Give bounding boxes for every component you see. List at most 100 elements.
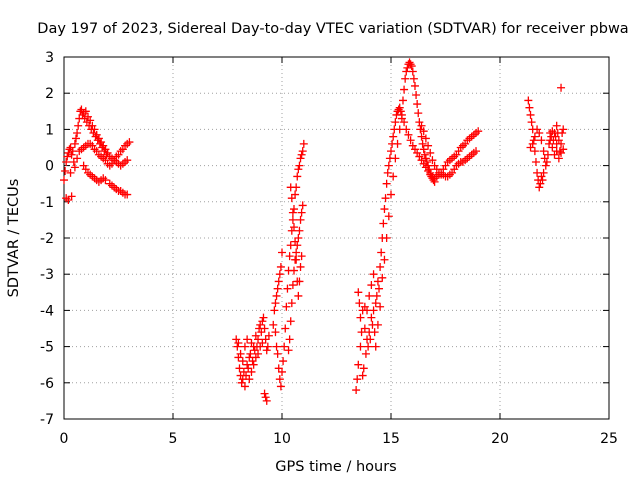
data-point (525, 103, 534, 112)
data-point (384, 212, 393, 221)
data-point (391, 118, 400, 127)
data-point (259, 313, 268, 322)
data-point (254, 335, 263, 344)
series-segment-4 (524, 83, 568, 192)
data-point (298, 147, 307, 156)
data-point (263, 342, 272, 351)
data-point (414, 109, 423, 118)
data-point (233, 342, 242, 351)
y-tick-label: -5 (40, 340, 54, 356)
data-point (378, 273, 387, 282)
x-tick-label: 0 (60, 431, 69, 447)
data-point (287, 299, 296, 308)
data-point (474, 127, 483, 136)
data-point (243, 335, 252, 344)
data-point (361, 349, 370, 358)
data-point (245, 375, 254, 384)
data-point (387, 190, 395, 199)
data-point (292, 255, 301, 264)
data-point (412, 91, 421, 100)
data-point (282, 302, 291, 311)
data-point (371, 342, 380, 351)
data-point (389, 172, 398, 181)
data-point (559, 145, 568, 154)
data-point (557, 83, 566, 92)
data-point (271, 299, 280, 308)
data-point (352, 386, 361, 395)
data-point (528, 139, 537, 148)
data-point (382, 179, 391, 188)
x-axis-label: GPS time / hours (275, 459, 396, 475)
data-point (294, 291, 303, 300)
data-point (353, 375, 362, 384)
data-point (354, 288, 363, 297)
data-point (527, 118, 536, 127)
y-tick-label: 1 (45, 122, 54, 138)
tick-labels: 0 5 10 15 20 25 -7 -6 -5 -4 -3 -2 -1 0 1 2 3 (40, 50, 618, 447)
data-point (548, 143, 557, 152)
y-tick-label: -6 (40, 376, 54, 392)
data-point (389, 132, 398, 141)
data-point (539, 168, 548, 177)
data-point (552, 121, 561, 130)
data-point (288, 208, 297, 217)
data-point (81, 107, 90, 116)
data-point (421, 134, 430, 143)
data-point (284, 346, 293, 355)
x-tick-label: 15 (382, 431, 400, 447)
data-point (354, 360, 363, 369)
data-point (537, 136, 546, 145)
data-point (355, 299, 364, 308)
data-point (240, 382, 249, 391)
data-point (289, 205, 298, 214)
data-point (123, 156, 132, 165)
data-point (275, 375, 284, 384)
data-point (382, 234, 391, 242)
data-point (289, 223, 298, 232)
grid (64, 57, 609, 419)
x-tick-label: 5 (169, 431, 178, 447)
data-point (367, 281, 376, 290)
data-point (254, 349, 263, 358)
data-point (289, 266, 298, 275)
data-point (297, 208, 306, 217)
data-point (299, 139, 308, 148)
data-point (294, 165, 303, 174)
data-point (240, 342, 249, 351)
y-tick-label: -4 (40, 303, 54, 319)
data-point (295, 226, 304, 235)
data-point (381, 194, 390, 203)
data-point (297, 150, 306, 159)
data-point (370, 328, 379, 337)
data-point (63, 152, 72, 161)
data-point (539, 147, 548, 156)
data-point (395, 103, 404, 112)
data-point (366, 335, 375, 344)
data-point (90, 125, 99, 134)
data-point (472, 147, 481, 156)
data-point (60, 176, 68, 185)
data-point (364, 342, 373, 351)
data-point (407, 62, 416, 71)
y-axis-label: SDTVAR / TECUs (6, 179, 22, 298)
data-point (360, 324, 369, 333)
data-point (530, 132, 539, 141)
data-point (278, 367, 286, 376)
data-point (258, 317, 267, 326)
data-point (260, 389, 269, 398)
data-point (373, 277, 382, 286)
y-tick-label: -3 (40, 267, 54, 283)
data-point (530, 147, 539, 156)
data-point (73, 129, 82, 138)
data-point (393, 139, 402, 148)
data-point (413, 100, 422, 109)
data-point (276, 382, 285, 391)
series-segment-2 (232, 139, 308, 405)
data-point (71, 134, 80, 143)
data-point (554, 154, 563, 163)
data-point (281, 324, 290, 333)
data-point (291, 237, 300, 246)
data-point (238, 357, 247, 366)
data-point (276, 262, 285, 271)
data-point (377, 248, 386, 257)
